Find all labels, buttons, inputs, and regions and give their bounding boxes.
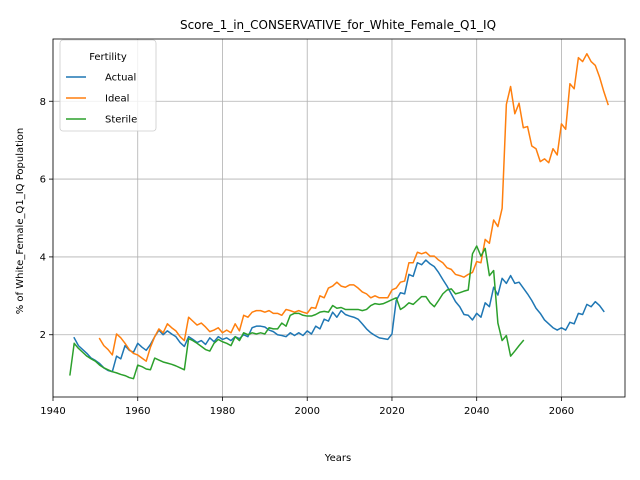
x-axis-label: Years xyxy=(324,453,351,464)
x-tick-label: 2000 xyxy=(294,406,319,417)
x-tick-label: 2040 xyxy=(464,406,489,417)
legend-label-ideal: Ideal xyxy=(105,94,129,105)
x-tick-label: 1980 xyxy=(210,406,235,417)
y-tick-label: 2 xyxy=(40,330,46,341)
x-tick-label: 2060 xyxy=(549,406,574,417)
legend-label-actual: Actual xyxy=(105,73,136,84)
x-tick-label: 1940 xyxy=(40,406,65,417)
y-tick-label: 8 xyxy=(40,97,46,108)
legend: Fertility Actual Ideal Sterile xyxy=(60,40,156,131)
y-tick-label: 6 xyxy=(40,175,46,186)
y-axis-label: % of White_Female_Q1_IQ Population xyxy=(15,128,26,315)
legend-title: Fertility xyxy=(89,52,127,63)
chart-title: Score_1_in_CONSERVATIVE_for_White_Female… xyxy=(180,18,496,32)
legend-label-sterile: Sterile xyxy=(105,115,137,126)
x-tick-label: 1960 xyxy=(125,406,150,417)
y-tick-label: 4 xyxy=(40,252,46,263)
x-tick-label: 2020 xyxy=(379,406,404,417)
